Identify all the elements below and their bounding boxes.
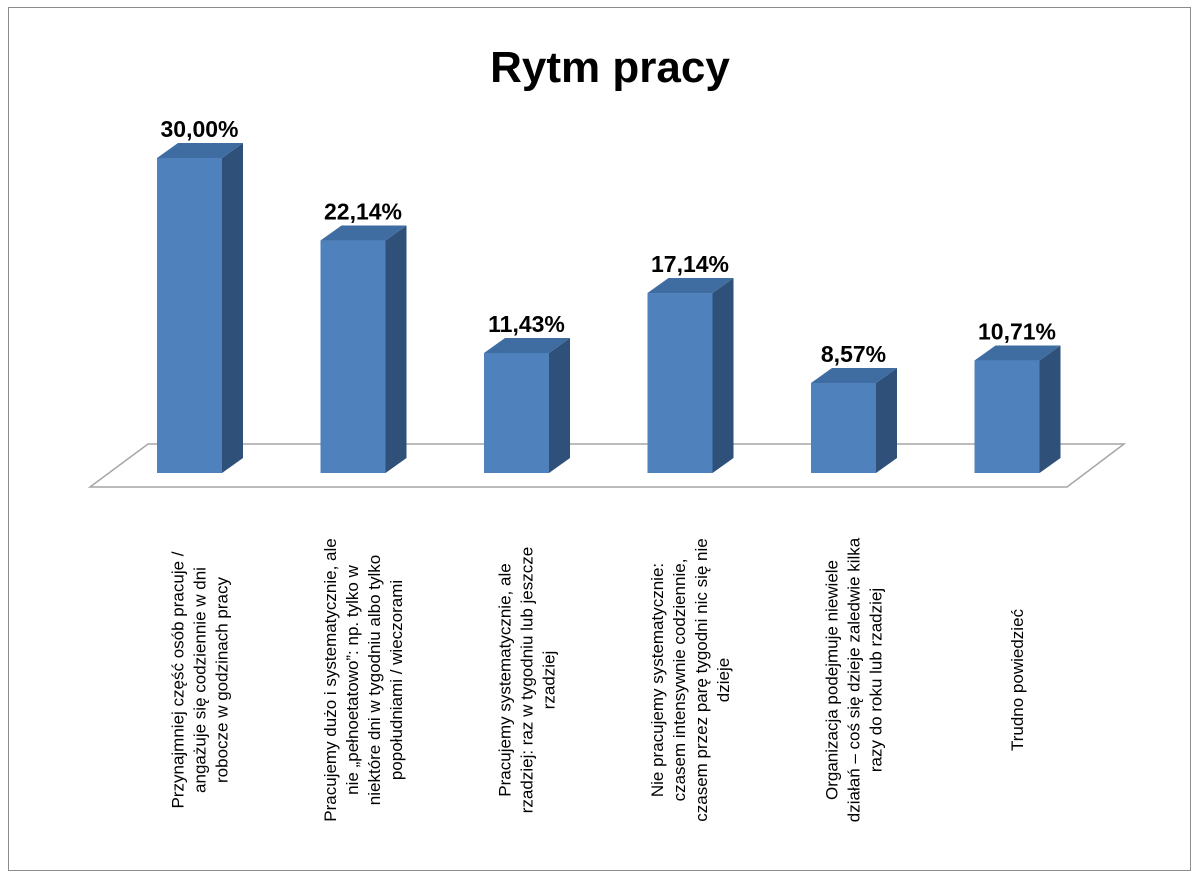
category-label-line: dzieje: [714, 658, 733, 702]
category-label-line: robocze w godzinach pracy: [213, 577, 232, 784]
category-label-line: czasem intensywnie codziennie,: [670, 559, 689, 802]
data-label: 8,57%: [821, 341, 886, 367]
data-label: 30,00%: [160, 116, 238, 142]
bar-side-face: [712, 278, 734, 473]
category-label-line: rzadziej: [540, 651, 559, 710]
data-label: 10,71%: [978, 319, 1056, 345]
chart-floor: [87, 443, 1127, 488]
bar-2: [320, 225, 407, 473]
category-label: Pracujemy dużo i systematycznie, ale nie …: [321, 538, 406, 821]
bar-front-face: [647, 293, 713, 473]
bar-top-face: [484, 337, 570, 353]
bar-top-face: [647, 278, 734, 294]
bar-front-face: [157, 158, 222, 473]
bar-side-face: [1039, 345, 1061, 473]
bar-3: [484, 337, 570, 473]
bar-side-face: [222, 143, 243, 473]
category-label-line: niektóre dni w tygodniu albo tylko: [365, 555, 384, 805]
category-label-line: Trudno powiedzieć: [1008, 608, 1027, 751]
category-label: Pracujemy systematycznie, ale rzadziej: r…: [496, 547, 559, 813]
bar-6: [974, 345, 1061, 473]
category-label: Organizacja podejmuje niewiele działań – …: [823, 537, 886, 822]
category-label-line: Pracujemy dużo i systematycznie, ale: [321, 538, 340, 821]
data-label: 17,14%: [651, 251, 729, 277]
bar-top-face: [320, 225, 407, 241]
category-label-line: razy do roku lub rzadziej: [867, 588, 886, 772]
category-label-line: angażuje się codziennie w dni: [191, 567, 210, 793]
category-label-line: Przynajmniej część osób pracuje /: [169, 551, 188, 808]
category-label: Nie pracujemy systematycznie: czasem inte…: [648, 538, 733, 821]
bar-front-face: [320, 240, 386, 473]
data-label: 22,14%: [324, 199, 402, 225]
bar-side-face: [385, 225, 407, 473]
bar-4: [647, 278, 734, 473]
bar-1: [157, 143, 243, 473]
bar-5: [811, 368, 897, 473]
category-label: Trudno powiedzieć: [1008, 608, 1027, 751]
bar-top-face: [157, 143, 243, 158]
bar-front-face: [484, 352, 549, 473]
category-label: Przynajmniej część osób pracuje / angażuj…: [169, 551, 232, 808]
category-label-line: rzadziej: raz w tygodniu lub jeszcze: [518, 547, 537, 813]
data-label: 11,43%: [488, 311, 565, 337]
chart-title: Rytm pracy: [490, 43, 730, 92]
category-label-line: Pracujemy systematycznie, ale: [496, 563, 515, 796]
bar-front-face: [974, 360, 1040, 473]
category-label-line: Nie pracujemy systematycznie:: [648, 563, 667, 797]
bar-side-face: [549, 337, 570, 473]
category-label-line: nie „pełnoetatowo”: np. tylko w: [343, 564, 362, 794]
category-label-line: działań – coś się dzieje zaledwie kilka: [845, 537, 864, 822]
bar-top-face: [974, 345, 1061, 361]
category-label-line: Organizacja podejmuje niewiele: [823, 560, 842, 800]
category-label-line: popołudniami / wieczorami: [387, 580, 406, 780]
bar-side-face: [876, 368, 897, 473]
bar-top-face: [811, 368, 897, 384]
category-label-line: czasem przez parę tygodni nic się nie: [692, 538, 711, 821]
bar-front-face: [811, 383, 876, 473]
